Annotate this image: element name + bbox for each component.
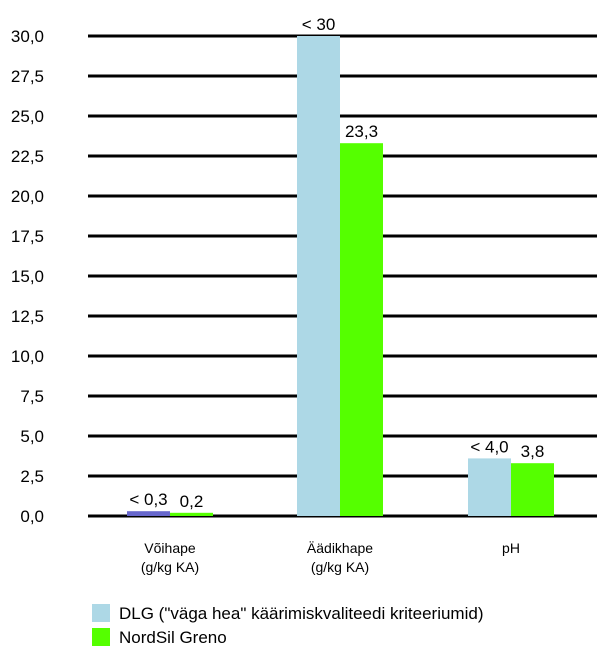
data-label: 23,3 bbox=[345, 122, 378, 141]
x-axis-categories: Võihape (g/kg KA) Äädikhape (g/kg KA) pH bbox=[141, 540, 520, 575]
y-tick-label: 5,0 bbox=[20, 427, 44, 446]
category-label-unit: (g/kg KA) bbox=[141, 559, 199, 575]
category-label-unit: (g/kg KA) bbox=[311, 559, 369, 575]
y-tick-label: 22,5 bbox=[11, 147, 44, 166]
y-tick-label: 12,5 bbox=[11, 307, 44, 326]
bar bbox=[468, 458, 511, 516]
y-tick-label: 27,5 bbox=[11, 67, 44, 86]
bar bbox=[511, 463, 554, 516]
y-tick-label: 20,0 bbox=[11, 187, 44, 206]
y-tick-label: 30,0 bbox=[11, 27, 44, 46]
y-tick-label: 15,0 bbox=[11, 267, 44, 286]
category-label: Võihape bbox=[144, 540, 196, 556]
data-label: 0,2 bbox=[180, 492, 204, 511]
y-tick-label: 2,5 bbox=[20, 467, 44, 486]
y-tick-label: 0,0 bbox=[20, 507, 44, 526]
y-tick-label: 7,5 bbox=[20, 387, 44, 406]
data-label: < 0,3 bbox=[129, 490, 167, 509]
legend-label: NordSil Greno bbox=[119, 628, 227, 647]
data-labels: < 0,3 < 30 < 4,0 0,2 23,3 3,8 bbox=[129, 15, 544, 511]
data-label: < 30 bbox=[302, 15, 336, 34]
y-axis-ticks: 0,0 2,5 5,0 7,5 10,0 12,5 15,0 17,5 20,0 22,5 25,0… bbox=[11, 27, 44, 526]
legend-swatch bbox=[92, 604, 110, 622]
bar bbox=[340, 143, 383, 516]
y-tick-label: 25,0 bbox=[11, 107, 44, 126]
category-label: pH bbox=[502, 540, 520, 556]
category-label: Äädikhape bbox=[307, 540, 373, 556]
y-tick-label: 17,5 bbox=[11, 227, 44, 246]
legend: DLG ("väga hea" käärimiskvaliteedi krite… bbox=[92, 604, 483, 647]
y-tick-label: 10,0 bbox=[11, 347, 44, 366]
bar bbox=[297, 36, 340, 516]
bar bbox=[127, 511, 170, 516]
bar bbox=[170, 512, 213, 516]
data-label: < 4,0 bbox=[470, 437, 508, 456]
legend-label: DLG ("väga hea" käärimiskvaliteedi krite… bbox=[119, 604, 483, 623]
legend-swatch bbox=[92, 628, 110, 646]
data-label: 3,8 bbox=[521, 442, 545, 461]
bars bbox=[127, 36, 554, 516]
